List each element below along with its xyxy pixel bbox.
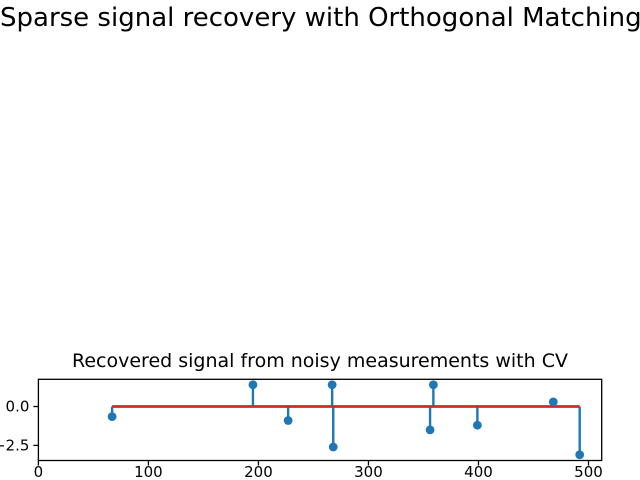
y-tick-label: 0.0 — [6, 398, 30, 416]
figure-suptitle: Sparse signal recovery with Orthogonal M… — [0, 3, 640, 33]
stem-marker — [425, 425, 435, 435]
stem-marker — [328, 442, 338, 452]
stem-marker — [327, 380, 337, 390]
stem-marker — [107, 412, 117, 422]
x-tick-label: 0 — [34, 463, 44, 480]
y-tick-label: −2.5 — [0, 436, 29, 454]
stem-marker — [472, 420, 482, 430]
x-tick-label: 400 — [464, 463, 493, 480]
stem-marker — [283, 416, 293, 425]
x-tick-label: 100 — [134, 463, 163, 480]
x-tick-label: 500 — [574, 463, 603, 480]
x-tick-label: 200 — [244, 463, 273, 480]
stem-marker — [575, 450, 585, 460]
stem-marker — [548, 397, 558, 407]
x-tick-label: 300 — [354, 463, 383, 480]
stem-marker — [428, 380, 438, 390]
stem-marker — [248, 380, 258, 390]
subplot-title: Recovered signal from noisy measurements… — [72, 350, 568, 372]
axes-border — [37, 378, 603, 462]
